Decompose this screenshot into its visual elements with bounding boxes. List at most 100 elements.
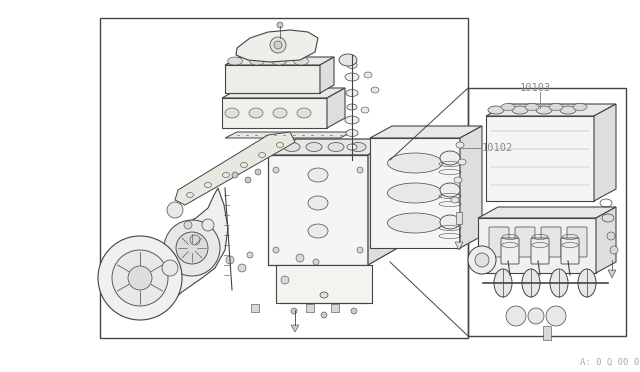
Ellipse shape (308, 224, 328, 238)
Polygon shape (222, 98, 327, 128)
Ellipse shape (522, 269, 540, 297)
Ellipse shape (308, 196, 328, 210)
Ellipse shape (345, 73, 359, 81)
Text: 10102: 10102 (482, 143, 513, 153)
Ellipse shape (494, 269, 512, 297)
Ellipse shape (387, 153, 442, 173)
Ellipse shape (501, 103, 515, 110)
Bar (331, 304, 339, 312)
Text: 10103: 10103 (520, 83, 551, 93)
Circle shape (607, 232, 615, 240)
Ellipse shape (249, 108, 263, 118)
Circle shape (245, 177, 251, 183)
Polygon shape (222, 88, 345, 98)
Ellipse shape (550, 269, 568, 297)
Polygon shape (291, 325, 299, 332)
Ellipse shape (271, 57, 287, 65)
Circle shape (112, 250, 168, 306)
Ellipse shape (364, 72, 372, 78)
Circle shape (162, 260, 178, 276)
Ellipse shape (549, 103, 563, 110)
Ellipse shape (297, 108, 311, 118)
Polygon shape (596, 207, 616, 273)
Bar (100, 18, 468, 338)
Ellipse shape (227, 57, 243, 65)
Polygon shape (225, 132, 352, 138)
Circle shape (98, 236, 182, 320)
Circle shape (202, 219, 214, 231)
Bar (468, 88, 626, 336)
Circle shape (546, 306, 566, 326)
Bar (456, 212, 462, 224)
Circle shape (357, 247, 363, 253)
Ellipse shape (306, 142, 322, 151)
Ellipse shape (525, 103, 539, 110)
Ellipse shape (347, 144, 357, 150)
Ellipse shape (573, 103, 587, 110)
Polygon shape (460, 126, 482, 248)
Ellipse shape (345, 116, 359, 124)
Polygon shape (225, 65, 320, 93)
Ellipse shape (339, 54, 357, 66)
Bar (251, 304, 259, 312)
Circle shape (190, 235, 200, 245)
Circle shape (506, 306, 526, 326)
Polygon shape (486, 104, 616, 116)
FancyBboxPatch shape (531, 238, 549, 264)
Polygon shape (276, 265, 372, 303)
Circle shape (247, 252, 253, 258)
Ellipse shape (361, 107, 369, 113)
Circle shape (351, 308, 357, 314)
Polygon shape (478, 218, 596, 273)
Ellipse shape (454, 177, 462, 183)
Circle shape (313, 259, 319, 265)
Polygon shape (268, 155, 368, 265)
Circle shape (610, 246, 618, 254)
Ellipse shape (250, 57, 264, 65)
Polygon shape (478, 207, 616, 218)
Bar (306, 304, 314, 312)
Ellipse shape (225, 108, 239, 118)
Circle shape (273, 167, 279, 173)
Circle shape (321, 312, 327, 318)
Ellipse shape (387, 183, 442, 203)
Ellipse shape (346, 90, 358, 96)
Ellipse shape (347, 104, 357, 110)
FancyBboxPatch shape (561, 238, 579, 264)
Circle shape (238, 264, 246, 272)
Ellipse shape (328, 142, 344, 151)
Circle shape (128, 266, 152, 290)
Ellipse shape (308, 168, 328, 182)
Ellipse shape (347, 61, 357, 68)
Polygon shape (455, 242, 463, 250)
Polygon shape (368, 139, 396, 265)
Ellipse shape (456, 142, 464, 148)
FancyBboxPatch shape (567, 227, 587, 257)
Circle shape (255, 169, 261, 175)
Polygon shape (268, 139, 396, 155)
Ellipse shape (440, 183, 460, 197)
Polygon shape (152, 188, 228, 300)
Ellipse shape (536, 106, 552, 114)
Circle shape (468, 246, 496, 274)
Circle shape (296, 254, 304, 262)
Ellipse shape (320, 292, 328, 298)
FancyBboxPatch shape (541, 227, 561, 257)
FancyBboxPatch shape (501, 238, 519, 264)
Circle shape (273, 247, 279, 253)
Ellipse shape (458, 159, 466, 165)
Polygon shape (236, 30, 318, 62)
Circle shape (176, 232, 208, 264)
Circle shape (164, 220, 220, 276)
Ellipse shape (578, 269, 596, 297)
Circle shape (184, 221, 192, 229)
Polygon shape (486, 116, 594, 201)
Circle shape (226, 256, 234, 264)
Polygon shape (225, 57, 334, 65)
Circle shape (281, 276, 289, 284)
Circle shape (270, 37, 286, 53)
Ellipse shape (488, 106, 504, 114)
Ellipse shape (273, 108, 287, 118)
Ellipse shape (294, 57, 308, 65)
Polygon shape (370, 126, 482, 138)
